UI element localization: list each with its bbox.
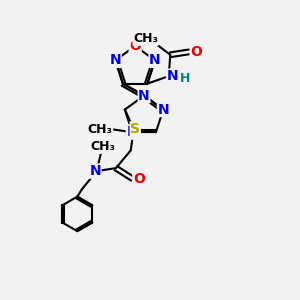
Text: N: N [126,125,138,139]
Text: N: N [149,53,161,67]
Text: CH₃: CH₃ [90,140,115,153]
Text: N: N [158,103,169,117]
Text: N: N [138,88,150,103]
Text: O: O [133,172,145,185]
Text: N: N [167,69,178,83]
Text: N: N [89,164,101,178]
Text: H: H [180,72,190,85]
Text: S: S [130,122,140,136]
Text: CH₃: CH₃ [133,32,158,45]
Text: O: O [129,39,141,53]
Text: N: N [110,53,121,67]
Text: CH₃: CH₃ [88,123,112,136]
Text: O: O [190,45,202,59]
